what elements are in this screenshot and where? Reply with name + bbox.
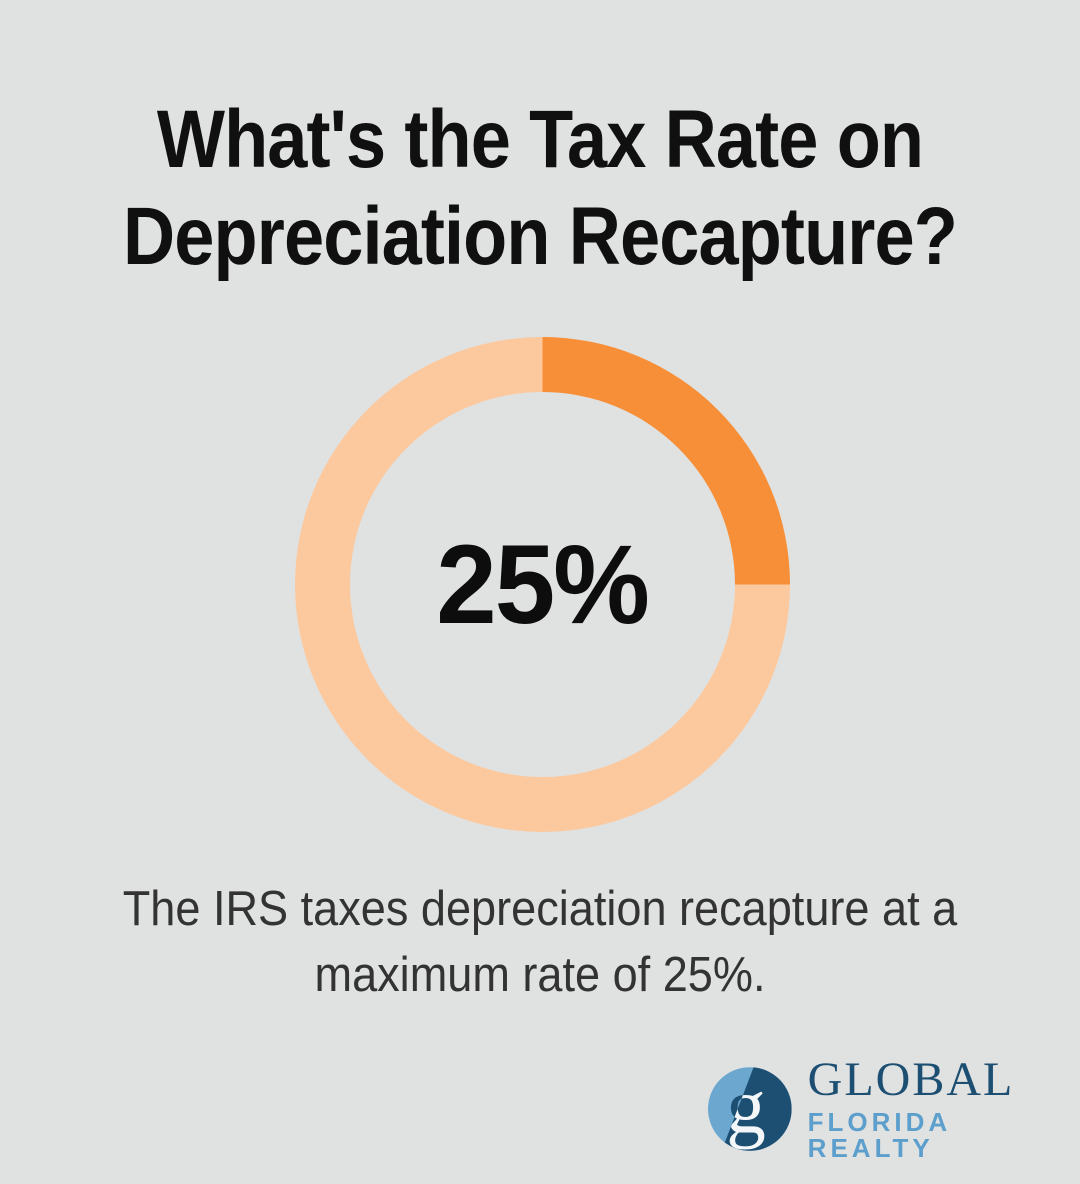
logo-monogram-dark: g bbox=[726, 1066, 766, 1151]
page-title-line-2: Depreciation Recapture? bbox=[123, 190, 958, 282]
brand-logo: g g GLOBAL FLORIDA REALTY bbox=[708, 1056, 1080, 1161]
donut-chart: 25% bbox=[295, 337, 790, 832]
logo-text: GLOBAL FLORIDA REALTY bbox=[807, 1053, 1080, 1163]
donut-center-label: 25% bbox=[436, 522, 651, 647]
page-title-line-1: What's the Tax Rate on bbox=[156, 94, 924, 185]
caption-line-2: maximum rate of 25%. bbox=[314, 948, 766, 1003]
logo-name: GLOBAL bbox=[807, 1053, 1015, 1106]
donut-ring: 25% bbox=[295, 337, 790, 832]
donut-hole: 25% bbox=[350, 392, 735, 777]
global-g-icon: g g bbox=[708, 1066, 792, 1151]
caption-text: The IRS taxes depreciation recapture at … bbox=[43, 876, 1037, 1008]
page-title: What's the Tax Rate on Depreciation Reca… bbox=[65, 92, 1015, 286]
logo-subtitle: FLORIDA REALTY bbox=[807, 1107, 951, 1163]
caption-line-1: The IRS taxes depreciation recapture at … bbox=[122, 882, 958, 936]
